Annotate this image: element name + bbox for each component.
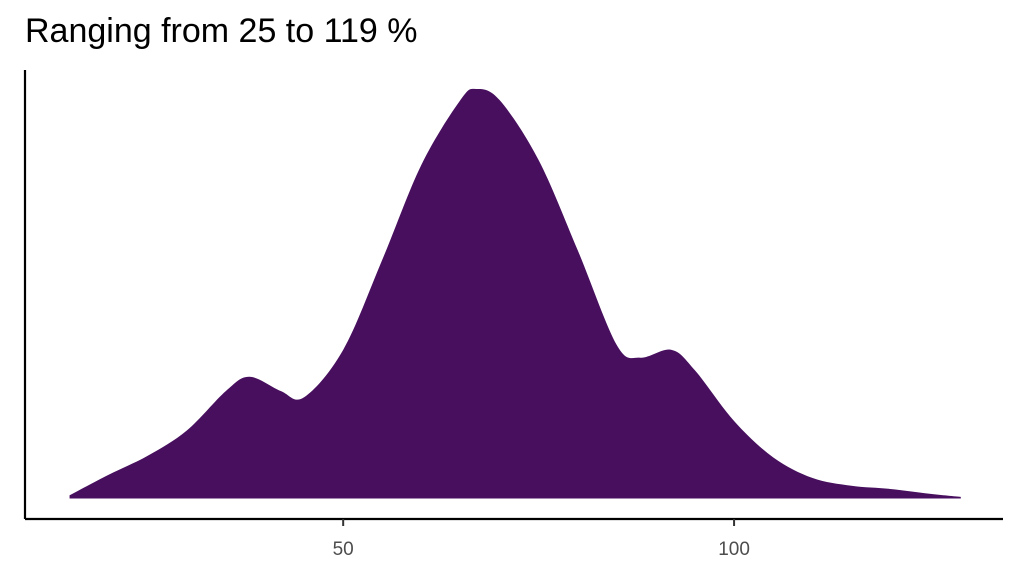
chart-title: Ranging from 25 to 119 % [25,12,418,50]
x-tick-label: 50 [333,539,354,560]
density-area [69,88,961,499]
x-tick-label: 100 [718,539,750,560]
